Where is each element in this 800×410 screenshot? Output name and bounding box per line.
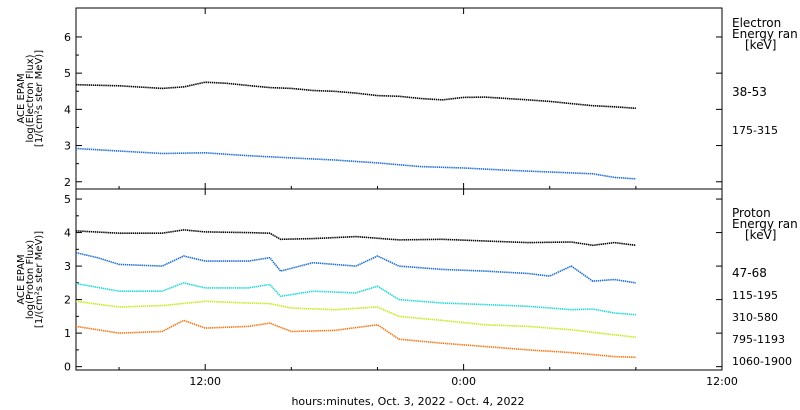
y-tick-label: 6 — [64, 31, 71, 44]
y-tick-label: 4 — [64, 103, 71, 116]
y-axis-label-line: log(Proton Flux) — [25, 240, 36, 319]
legend-entry: 115-195 — [732, 289, 778, 302]
legend-entry: 795-1193 — [732, 333, 785, 346]
series-line — [75, 229, 636, 247]
legend-title-line: Proton — [732, 206, 771, 220]
panel-proton: 0 1 2 3 4 5 ACE EPAMlog(Proton Flux)[1/(cm²s s… — [16, 188, 798, 388]
x-tick-label: 12:00 — [189, 375, 221, 388]
legend-entry: 38-53 — [732, 85, 767, 99]
y-tick-label: 2 — [64, 176, 71, 189]
series-line — [75, 319, 636, 359]
y-tick-label: 3 — [64, 260, 71, 273]
y-axis-label-line: ACE EPAM — [16, 73, 27, 123]
series-line — [75, 300, 636, 338]
legend-entry: 47-68 — [732, 266, 767, 280]
y-axis-label: ACE EPAMlog(Electron Flux)[1/(cm²s ster … — [16, 50, 45, 147]
y-axis-label-line: log(Electron Flux) — [25, 54, 36, 142]
legend-title-line: Electron — [732, 16, 781, 30]
y-tick-label: 0 — [64, 361, 71, 374]
series-line — [75, 251, 637, 284]
y-axis-label-line: [1/(cm²s ster MeV)] — [34, 231, 45, 328]
plot-frame — [75, 188, 723, 371]
y-tick-label: 4 — [64, 227, 71, 240]
y-axis-label: ACE EPAMlog(Proton Flux)[1/(cm²s ster Me… — [16, 231, 45, 328]
y-axis-label-line: [1/(cm²s ster MeV)] — [34, 50, 45, 147]
y-tick-label: 5 — [64, 193, 71, 206]
x-axis-label: hours:minutes, Oct. 3, 2022 - Oct. 4, 20… — [291, 395, 524, 408]
panel-electron: 2 3 4 5 6 ACE EPAMlog(Electron Flux)[1/(cm²s … — [16, 7, 798, 190]
y-tick-label: 1 — [64, 327, 71, 340]
series-line — [75, 147, 636, 180]
y-tick-label: 3 — [64, 140, 71, 153]
x-tick-label: 0:00 — [451, 375, 476, 388]
y-tick-label: 5 — [64, 67, 71, 80]
series-line — [75, 282, 636, 316]
legend-entry: 1060-1900 — [732, 355, 792, 368]
y-axis-label-line: ACE EPAM — [16, 254, 27, 304]
legend-title-line: Energy ran — [732, 217, 798, 231]
legend-entry: 175-315 — [732, 124, 778, 137]
legend-title-line: [keV] — [745, 38, 776, 52]
series-line — [75, 81, 636, 110]
legend-title-line: Energy ran — [732, 27, 798, 41]
x-tick-label: 12:00 — [706, 375, 738, 388]
legend-title-line: [keV] — [745, 228, 776, 242]
legend-entry: 310-580 — [732, 311, 778, 324]
y-tick-label: 2 — [64, 294, 71, 307]
